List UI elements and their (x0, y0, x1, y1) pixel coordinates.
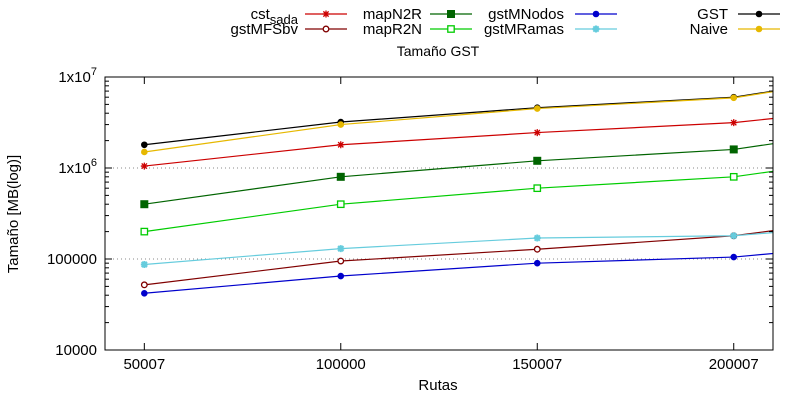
data-point (533, 129, 541, 137)
data-point (533, 105, 541, 112)
data-point (337, 257, 345, 265)
data-point (336, 172, 345, 181)
legend-marker (755, 25, 763, 33)
legend-label: cstsada (251, 6, 299, 27)
data-point (337, 245, 345, 253)
series-line (144, 91, 774, 153)
data-point (140, 200, 149, 209)
data-point (533, 184, 542, 193)
legend-label: mapR2N (363, 21, 422, 38)
y-tick-label: 10000 (55, 342, 97, 359)
x-tick-label: 150007 (512, 356, 562, 373)
data-point (337, 121, 345, 128)
chart-title: Tamaño GST (397, 43, 480, 59)
data-point (140, 227, 149, 236)
series-line (144, 90, 774, 146)
data-point (336, 200, 345, 209)
x-axis-label: Rutas (418, 377, 457, 394)
series-Naive (141, 91, 774, 156)
x-tick-label: 200007 (709, 356, 759, 373)
x-tick-label: 100000 (316, 356, 366, 373)
data-point (140, 162, 148, 170)
series-mapN2R (140, 143, 774, 209)
data-point (141, 148, 148, 156)
axis-ticks: 10000 100000 1x106 1x107 50007 100000 150007 20… (47, 66, 773, 373)
data-point (730, 119, 738, 127)
legend-item: mapN2R (363, 6, 472, 23)
data-point (337, 272, 345, 280)
data-point (533, 245, 541, 253)
data-point (729, 145, 738, 154)
series-gstMRamas (140, 232, 774, 269)
grid (105, 167, 773, 260)
data-point (533, 259, 541, 267)
legend-item: gstMFSbv (230, 21, 347, 38)
series-line (144, 232, 774, 266)
data-point (141, 289, 148, 297)
series-line (144, 117, 774, 167)
series-gstMNodos (141, 252, 774, 297)
data-point (140, 281, 148, 289)
y-tick-label: 1x106 (58, 157, 97, 177)
legend-item: cstsada (251, 6, 347, 27)
legend-marker (447, 25, 455, 33)
legend-label: gstMRamas (484, 21, 564, 38)
data-point (730, 94, 738, 102)
legend-label: GST (697, 6, 728, 23)
legend-marker (322, 10, 330, 18)
legend-item: gstMRamas (484, 21, 617, 38)
data-point (337, 141, 345, 149)
legend-marker (592, 10, 600, 18)
legend-item: mapR2N (363, 21, 472, 38)
data-point (729, 172, 738, 181)
legend-marker (592, 25, 600, 33)
data-point (140, 261, 148, 269)
data-point (533, 234, 541, 242)
y-tick-label: 100000 (47, 251, 97, 268)
legend-item: gstMNodos (488, 6, 617, 23)
y-tick-label: 1x107 (58, 66, 97, 86)
series-line (144, 170, 774, 233)
legend-item: GST (697, 6, 780, 23)
series-cst_sada (140, 117, 774, 170)
data-point (730, 232, 738, 240)
series-line (144, 230, 774, 286)
legend-marker (322, 25, 330, 33)
legend-marker (447, 10, 455, 18)
legend-label: mapN2R (363, 6, 422, 23)
series-layer (140, 90, 774, 297)
data-point (533, 156, 542, 165)
legend-item: Naive (690, 21, 780, 38)
legend-marker (755, 10, 763, 18)
data-point (141, 141, 148, 149)
legend-label: gstMFSbv (230, 21, 298, 38)
series-mapR2N (140, 170, 774, 236)
legend-label: Naive (690, 21, 728, 38)
plot-frame (104, 76, 774, 351)
data-point (730, 253, 738, 261)
x-tick-label: 50007 (123, 356, 165, 373)
legend-label: gstMNodos (488, 6, 564, 23)
y-axis-label: Tamaño [MB(log)] (5, 155, 22, 273)
